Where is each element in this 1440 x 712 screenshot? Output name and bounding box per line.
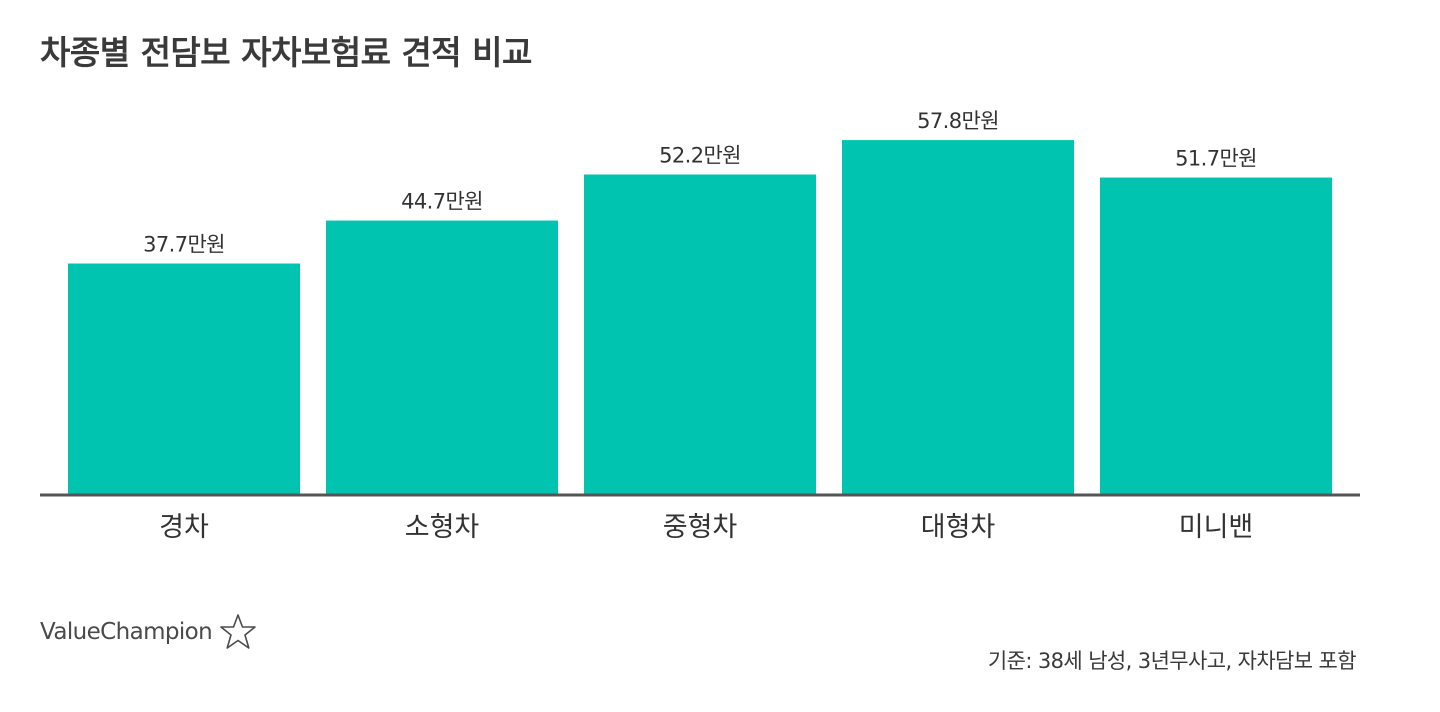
chart-title: 차종별 전담보 자차보험료 견적 비교 [40,33,532,72]
bar-value-label: 51.7만원 [1175,147,1257,171]
bar-3 [584,174,816,496]
x-tick-label: 중형차 [663,512,738,543]
x-tick-label: 미니밴 [1179,512,1254,543]
x-tick-label: 경차 [159,512,209,543]
x-tick-label: 대형차 [921,512,996,543]
footnote: 기준: 38세 남성, 3년무사고, 자차담보 포함 [987,649,1357,673]
x-tick-label: 소형차 [405,512,480,543]
star-outline-icon [220,614,256,649]
bar-value-label: 57.8만원 [917,109,999,133]
bar-1 [68,263,300,495]
brand-logo-text: ValueChampion [40,619,213,645]
bar-2 [326,220,558,495]
bar-value-label: 44.7만원 [401,190,483,214]
bar-4 [842,140,1074,495]
bar-value-label: 37.7만원 [143,233,225,257]
bar-value-label: 52.2만원 [659,143,741,167]
bar-5 [1100,177,1332,495]
brand-logo: ValueChampion [40,612,258,652]
